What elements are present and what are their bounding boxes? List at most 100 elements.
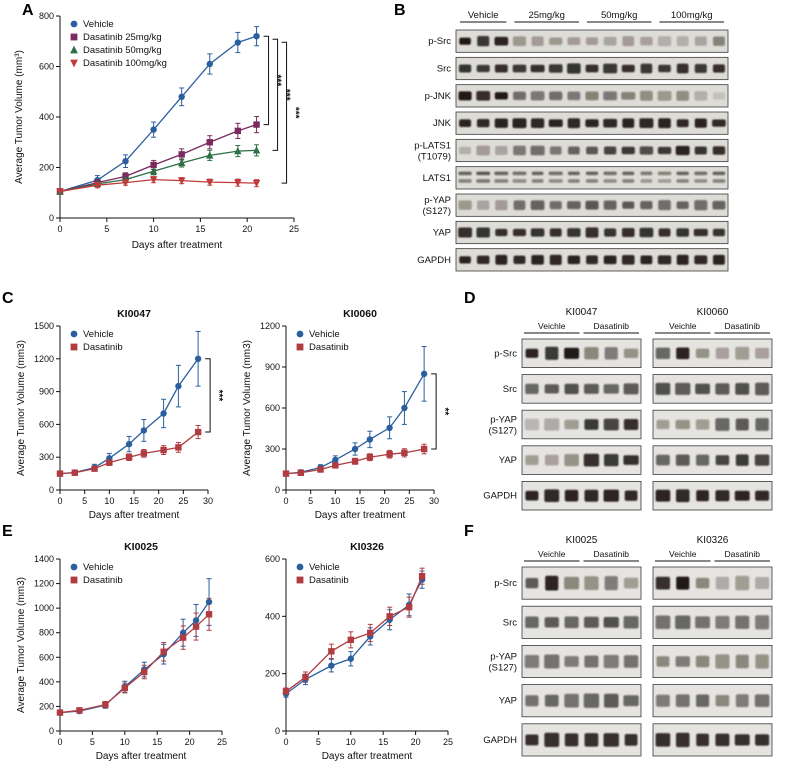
svg-text:25: 25 — [404, 496, 414, 506]
svg-text:KI0047: KI0047 — [117, 308, 151, 320]
tumor-growth-chart: 0 200 400 600 800 0 5 10 15 20 25 Days after treatm… — [12, 6, 348, 257]
western-blot-ki0025-ki0326: KI0025 Veichle Dasatinib KI0326 Veichle Dasat… — [478, 533, 776, 768]
svg-text:KI0060: KI0060 — [697, 307, 729, 318]
svg-text:Dasatinib 25mg/kg: Dasatinib 25mg/kg — [83, 32, 162, 43]
western-blot-dose-response: Vehicle 25mg/kg 50mg/kg 100mg/kg p-Src Src p-J… — [402, 8, 732, 281]
svg-text:p-Src: p-Src — [428, 36, 451, 47]
svg-text:(S127): (S127) — [488, 663, 517, 674]
svg-text:GAPDH: GAPDH — [417, 255, 451, 266]
svg-text:Average Tumor Volume (mm3): Average Tumor Volume (mm3) — [16, 340, 27, 476]
ki0060-chart: 0 300 600 900 1200 0 5 10 15 20 25 30 Days after tre… — [240, 300, 464, 527]
svg-text:(T1079): (T1079) — [418, 152, 451, 163]
svg-text:600: 600 — [39, 419, 54, 429]
svg-text:1200: 1200 — [34, 354, 54, 364]
svg-text:Src: Src — [503, 384, 518, 395]
svg-text:Veichle: Veichle — [669, 549, 697, 559]
svg-text:0: 0 — [57, 224, 62, 234]
svg-text:(S127): (S127) — [422, 206, 451, 217]
svg-text:Dasatinib: Dasatinib — [309, 575, 349, 586]
svg-text:800: 800 — [39, 11, 54, 21]
svg-text:600: 600 — [39, 62, 54, 72]
western-blot-ki0047-ki0060: KI0047 Veichle Dasatinib KI0060 Veichle Dasat… — [478, 305, 776, 522]
svg-text:1400: 1400 — [34, 554, 54, 564]
svg-text:Days after treatment: Days after treatment — [132, 240, 223, 251]
svg-text:0: 0 — [49, 485, 54, 495]
svg-text:Days after treatment: Days after treatment — [315, 510, 406, 521]
svg-text:Src: Src — [437, 64, 452, 75]
svg-text:Dasatinib: Dasatinib — [83, 342, 123, 353]
svg-text:0: 0 — [283, 737, 288, 747]
svg-text:Vehicle: Vehicle — [309, 562, 340, 573]
svg-text:900: 900 — [265, 362, 280, 372]
svg-text:15: 15 — [378, 737, 388, 747]
svg-text:(S127): (S127) — [488, 426, 517, 437]
svg-text:15: 15 — [129, 496, 139, 506]
svg-text:Dasatinib: Dasatinib — [725, 321, 761, 331]
chart-svg-ki0326: 0 200 400 600 0 5 10 15 20 25 Days after treatment… — [265, 541, 453, 762]
svg-text:300: 300 — [39, 452, 54, 462]
svg-text:LATS1: LATS1 — [423, 173, 451, 184]
svg-text:800: 800 — [39, 628, 54, 638]
svg-text:900: 900 — [39, 387, 54, 397]
svg-text:0: 0 — [49, 213, 54, 223]
svg-text:10: 10 — [149, 224, 159, 234]
svg-text:Average Tumor Volume (mm³): Average Tumor Volume (mm³) — [14, 50, 25, 184]
svg-text:1000: 1000 — [34, 603, 54, 613]
svg-text:400: 400 — [265, 611, 280, 621]
svg-text:5: 5 — [308, 496, 313, 506]
svg-text:Dasatinib 50mg/kg: Dasatinib 50mg/kg — [83, 45, 162, 56]
svg-text:Vehicle: Vehicle — [468, 10, 499, 21]
svg-text:YAP: YAP — [433, 228, 451, 239]
svg-text:p-LATS1: p-LATS1 — [414, 141, 451, 152]
svg-text:25: 25 — [178, 496, 188, 506]
svg-text:p-YAP: p-YAP — [424, 195, 451, 206]
svg-text:p-Src: p-Src — [494, 348, 517, 359]
svg-text:0: 0 — [57, 496, 62, 506]
svg-text:**: ** — [439, 408, 450, 416]
svg-text:25: 25 — [443, 737, 453, 747]
svg-text:Veichle: Veichle — [538, 321, 566, 331]
svg-text:Vehicle: Vehicle — [83, 329, 114, 340]
svg-text:5: 5 — [90, 737, 95, 747]
panel-c-label: C — [2, 290, 14, 307]
svg-text:5: 5 — [316, 737, 321, 747]
svg-text:20: 20 — [411, 737, 421, 747]
svg-text:200: 200 — [39, 701, 54, 711]
svg-text:300: 300 — [265, 444, 280, 454]
svg-text:Src: Src — [503, 617, 518, 628]
svg-text:30: 30 — [429, 496, 439, 506]
chart-svg-tumor-growth-main: 0 200 400 600 800 0 5 10 15 20 25 Days after treatm… — [14, 11, 301, 251]
svg-text:p-YAP: p-YAP — [490, 415, 517, 426]
svg-text:KI0326: KI0326 — [350, 541, 384, 553]
ki0025-chart: 0 200 400 600 800 1000 1200 1400 0 5 10 15 20 25 Days … — [14, 533, 238, 768]
svg-text:15: 15 — [152, 737, 162, 747]
svg-text:KI0025: KI0025 — [124, 541, 158, 553]
svg-text:10: 10 — [346, 737, 356, 747]
svg-text:20: 20 — [185, 737, 195, 747]
svg-text:10: 10 — [330, 496, 340, 506]
chart-svg-ki0025: 0 200 400 600 800 1000 1200 1400 0 5 10 15 20 25 Days … — [16, 541, 227, 762]
svg-text:0: 0 — [283, 496, 288, 506]
svg-text:p-YAP: p-YAP — [490, 652, 517, 663]
svg-text:Average Tumor Volume (mm3): Average Tumor Volume (mm3) — [242, 340, 253, 476]
svg-text:Dasatinib: Dasatinib — [725, 549, 761, 559]
svg-text:20: 20 — [242, 224, 252, 234]
svg-text:Days after treatment: Days after treatment — [322, 751, 413, 762]
svg-text:25: 25 — [217, 737, 227, 747]
svg-text:10: 10 — [104, 496, 114, 506]
svg-text:KI0326: KI0326 — [697, 535, 729, 546]
svg-text:Veichle: Veichle — [538, 549, 566, 559]
svg-text:0: 0 — [275, 485, 280, 495]
chart-svg-ki0060: 0 300 600 900 1200 0 5 10 15 20 25 30 Days after tre… — [242, 308, 450, 521]
svg-text:0: 0 — [275, 726, 280, 736]
svg-text:YAP: YAP — [499, 455, 517, 466]
svg-text:Vehicle: Vehicle — [83, 562, 114, 573]
svg-text:50mg/kg: 50mg/kg — [601, 10, 637, 21]
svg-text:25mg/kg: 25mg/kg — [528, 10, 564, 21]
svg-text:Vehicle: Vehicle — [309, 329, 340, 340]
svg-text:20: 20 — [154, 496, 164, 506]
panel-a-label: A — [22, 2, 34, 19]
svg-text:200: 200 — [39, 163, 54, 173]
